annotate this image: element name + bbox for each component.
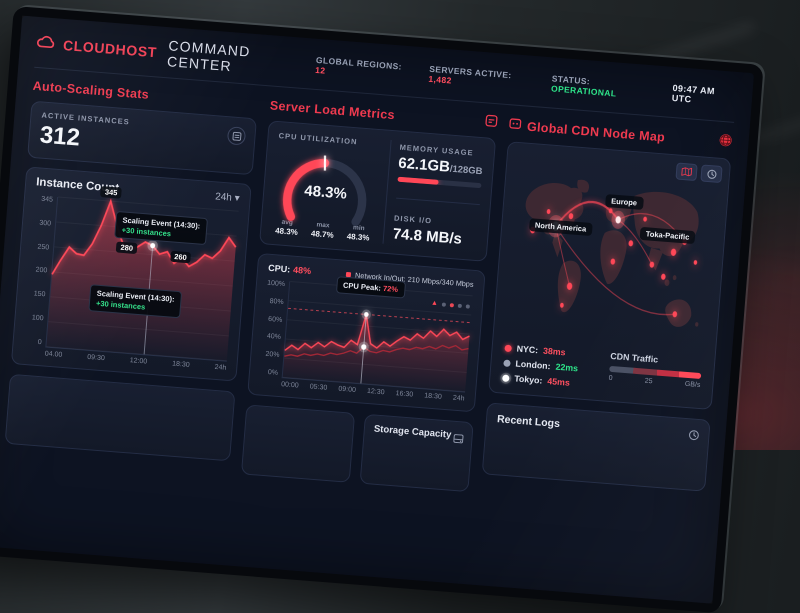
memory-usage-value: 62.1GB/128GB bbox=[398, 155, 484, 179]
history-clock-button[interactable] bbox=[700, 164, 722, 183]
cpu-network-chart-card: CPU: 48% Network In/Out: 210 Mbps/340 Mb… bbox=[247, 253, 485, 412]
instance-chart: Scaling Event (14:30): +30 instances Sca… bbox=[45, 197, 238, 362]
point-label: 280 bbox=[116, 241, 137, 254]
nyc-dot bbox=[504, 344, 512, 352]
world-map: North America Europe Toka-Pacific bbox=[502, 167, 721, 351]
status-dot bbox=[458, 303, 462, 307]
global-regions: GLOBAL REGIONS: 12 bbox=[315, 55, 414, 83]
alert-triangle-icon: ▲ bbox=[431, 300, 438, 308]
globe-icon bbox=[718, 133, 733, 151]
latency-tokyo: Tokyo:45ms bbox=[502, 372, 577, 388]
point-label: 260 bbox=[170, 251, 191, 264]
recent-logs-card: Recent Logs bbox=[482, 402, 711, 491]
cloud-icon bbox=[35, 33, 56, 54]
map-legend: NYC:38ms London:22ms Tokyo:45ms CDN Traf… bbox=[498, 342, 707, 400]
cdn-icon bbox=[509, 117, 522, 133]
london-dot bbox=[503, 359, 511, 367]
status-dot bbox=[466, 304, 470, 308]
latency-nyc: NYC:38ms bbox=[504, 343, 579, 359]
cutoff-card bbox=[5, 374, 236, 462]
cpu-gauge: 48.3% bbox=[276, 146, 376, 213]
memory-bar bbox=[397, 177, 482, 189]
header-status: GLOBAL REGIONS: 12 SERVERS ACTIVE: 1,482… bbox=[315, 55, 737, 108]
storage-capacity-card: Storage Capacity bbox=[360, 414, 474, 492]
map-view-button[interactable] bbox=[675, 162, 697, 181]
status-dot bbox=[450, 303, 454, 307]
cpu-chart: CPU Peak: 72% bbox=[282, 281, 473, 392]
disk-icon bbox=[453, 430, 464, 449]
clock-utc: 09:47 AM UTC bbox=[671, 83, 736, 108]
servers-active: SERVERS ACTIVE: 1,482 bbox=[428, 64, 536, 92]
status-dot bbox=[442, 302, 446, 306]
monitor-screen: CLOUDHOST COMMAND CENTER GLOBAL REGIONS:… bbox=[0, 6, 764, 613]
chevron-down-icon: ▾ bbox=[234, 192, 240, 203]
active-instances-card: ACTIVE INSTANCES 312 bbox=[27, 101, 257, 176]
status: STATUS: OPERATIONAL bbox=[551, 73, 657, 101]
cdn-map-card: North America Europe Toka-Pacific NYC:38… bbox=[488, 141, 731, 410]
metrics-icon bbox=[485, 114, 498, 130]
app-title: COMMAND CENTER bbox=[167, 37, 317, 81]
point-label: 345 bbox=[101, 186, 122, 199]
range-selector[interactable]: 24h ▾ bbox=[215, 191, 240, 204]
brand: CLOUDHOST COMMAND CENTER bbox=[35, 27, 317, 81]
cpu-utilization-label: CPU UTILIZATION bbox=[278, 131, 381, 148]
tokyo-dot bbox=[502, 374, 510, 382]
disk-io-value: 74.8 MB/s bbox=[392, 225, 478, 249]
clock-icon bbox=[688, 427, 700, 446]
brand-name: CLOUDHOST bbox=[62, 37, 157, 60]
cpu-label: CPU: bbox=[268, 263, 291, 275]
cutoff-card bbox=[241, 404, 355, 482]
latency-london: London:22ms bbox=[503, 358, 578, 374]
cpu-value: 48% bbox=[293, 265, 312, 276]
divider bbox=[382, 140, 391, 244]
divider bbox=[396, 197, 480, 205]
dashboard: CLOUDHOST COMMAND CENTER GLOBAL REGIONS:… bbox=[0, 16, 754, 604]
